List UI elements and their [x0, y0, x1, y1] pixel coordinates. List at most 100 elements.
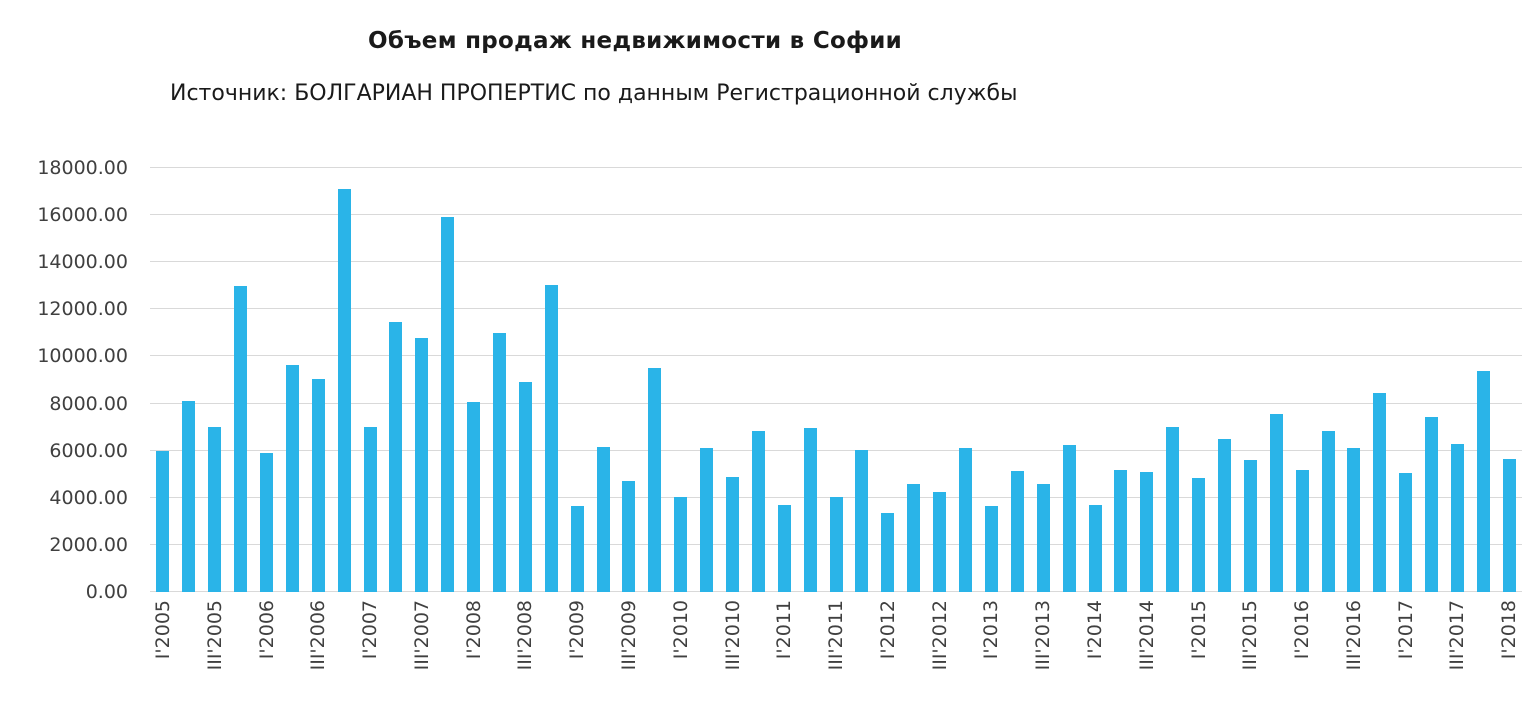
x-tick-label: III'2015 — [1239, 600, 1262, 671]
x-tick-slot — [953, 600, 979, 710]
x-tick-label: I'2005 — [151, 600, 174, 660]
gridline — [150, 167, 1522, 168]
bar — [1036, 483, 1050, 592]
bar — [1243, 460, 1257, 592]
x-tick-label: III'2005 — [203, 600, 226, 671]
x-tick-slot — [1212, 600, 1238, 710]
bar — [441, 217, 455, 592]
bar — [311, 378, 325, 592]
bar-slot — [1470, 168, 1496, 592]
gridline — [150, 402, 1522, 404]
bar-slot — [1419, 168, 1445, 592]
bar — [337, 189, 351, 592]
bar — [1476, 370, 1490, 592]
x-tick-slot — [1419, 600, 1445, 710]
bar-slot — [875, 168, 901, 592]
bar-slot — [357, 168, 383, 592]
bar — [1321, 430, 1335, 592]
x-tick-slot — [745, 600, 771, 710]
bar-slot — [1030, 168, 1056, 592]
x-tick-label: I'2012 — [876, 600, 899, 660]
plot-area — [150, 167, 1522, 592]
bar — [1502, 458, 1516, 592]
bar-slot — [953, 168, 979, 592]
bar — [518, 382, 532, 592]
bar-slot — [771, 168, 797, 592]
bar — [1140, 471, 1154, 592]
x-tick-label: I'2008 — [462, 600, 485, 660]
bar — [570, 506, 584, 592]
x-tick-slot: III'2006 — [305, 600, 331, 710]
gridline — [150, 355, 1522, 357]
x-tick-label: I'2011 — [773, 600, 796, 660]
y-tick-label: 6000.00 — [49, 439, 128, 462]
x-tick-label: III'2007 — [410, 600, 433, 671]
x-tick-label: I'2016 — [1291, 600, 1314, 660]
x-tick-slot: I'2006 — [254, 600, 280, 710]
bar-slot — [228, 168, 254, 592]
x-tick-label: III'2014 — [1135, 600, 1158, 671]
bar-slot — [927, 168, 953, 592]
bar-slot — [305, 168, 331, 592]
x-tick-slot: I'2013 — [979, 600, 1005, 710]
x-tick-slot: III'2007 — [409, 600, 435, 710]
bar-slot — [150, 168, 176, 592]
x-tick-slot: III'2015 — [1237, 600, 1263, 710]
y-tick-label: 14000.00 — [37, 251, 128, 274]
bar — [234, 285, 248, 592]
gridline — [150, 214, 1522, 216]
x-tick-slot — [1160, 600, 1186, 710]
x-tick-slot: I'2007 — [357, 600, 383, 710]
x-axis: I'2005 III'2005 I'2006 III'2006 I'2007 III'20… — [150, 600, 1522, 710]
bar-slot — [279, 168, 305, 592]
bar-slot — [642, 168, 668, 592]
bar-slot — [461, 168, 487, 592]
bar — [933, 491, 947, 592]
bar — [648, 368, 662, 592]
gridline — [150, 308, 1522, 310]
y-tick-label: 18000.00 — [37, 157, 128, 179]
bar — [907, 483, 921, 592]
bar — [1192, 477, 1206, 592]
bar — [1425, 416, 1439, 592]
y-tick-label: 4000.00 — [49, 486, 128, 509]
x-tick-slot: III'2013 — [1030, 600, 1056, 710]
x-tick-slot: I'2010 — [668, 600, 694, 710]
bar-slot — [538, 168, 564, 592]
x-tick-slot: I'2018 — [1496, 600, 1522, 710]
x-tick-slot: III'2014 — [1134, 600, 1160, 710]
x-tick-slot — [1004, 600, 1030, 710]
bar-slot — [668, 168, 694, 592]
bar-slot — [435, 168, 461, 592]
bar — [1062, 444, 1076, 592]
chart-subtitle: Источник: БОЛГАРИАН ПРОПЕРТИС по данным … — [170, 81, 1018, 106]
bar — [1269, 414, 1283, 592]
bar — [959, 448, 973, 592]
bar-slot — [1212, 168, 1238, 592]
bar — [1295, 469, 1309, 592]
bar — [1399, 473, 1413, 592]
y-axis: 0.00 2000.00 4000.00 6000.00 8000.00 10000.00… — [0, 158, 128, 602]
x-tick-slot — [1108, 600, 1134, 710]
x-tick-label: III'2016 — [1342, 600, 1365, 671]
x-tick-slot — [1056, 600, 1082, 710]
x-tick-slot: I'2016 — [1289, 600, 1315, 710]
bar-slot — [1108, 168, 1134, 592]
bar-slot — [616, 168, 642, 592]
bar-slot — [823, 168, 849, 592]
bar-slot — [849, 168, 875, 592]
bar — [1114, 469, 1128, 592]
bar-slot — [1263, 168, 1289, 592]
bar — [829, 496, 843, 592]
bar-slot — [797, 168, 823, 592]
bar-slot — [1004, 168, 1030, 592]
bar — [984, 506, 998, 592]
x-tick-slot — [1470, 600, 1496, 710]
x-tick-slot: III'2011 — [823, 600, 849, 710]
x-tick-slot — [435, 600, 461, 710]
bar — [493, 332, 507, 592]
x-tick-label: III'2011 — [825, 600, 848, 671]
bar-slot — [564, 168, 590, 592]
bar — [208, 427, 222, 592]
bar-slot — [512, 168, 538, 592]
